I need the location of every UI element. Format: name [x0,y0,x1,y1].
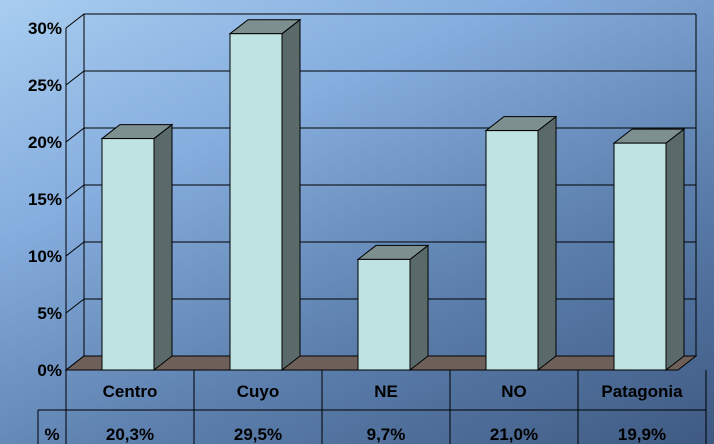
category-label: NO [501,382,527,401]
category-label: Cuyo [237,382,280,401]
bar-side [537,115,557,372]
category-label: Patagonia [601,382,683,401]
y-tick-label: 10% [28,247,62,266]
value-label: 9,7% [367,425,406,444]
value-label: 19,9% [618,425,666,444]
gridline-side [65,298,85,314]
value-label: 20,3% [106,425,154,444]
bar-side [281,18,301,372]
y-tick-label: 25% [28,76,62,95]
gridline-side [65,70,85,86]
category-label: NE [374,382,398,401]
y-tick-label: 0% [37,361,62,380]
gridline-side [65,127,85,143]
table-row-label: % [44,425,59,444]
gridline-side [65,13,85,29]
bar-patagonia [613,142,667,371]
gridline-side [65,241,85,257]
bar-side [665,128,685,372]
gridline-side [65,184,85,200]
y-tick-label: 15% [28,190,62,209]
bar-ne [357,258,411,371]
y-tick-label: 30% [28,19,62,38]
bar-side [409,244,429,372]
bar-no [485,130,539,371]
bar-cuyo [229,33,283,371]
bar-side [153,123,173,372]
y-tick-label: 5% [37,304,62,323]
bar-centro [101,138,155,371]
y-tick-label: 20% [28,133,62,152]
value-label: 21,0% [490,425,538,444]
value-label: 29,5% [234,425,282,444]
category-label: Centro [103,382,158,401]
